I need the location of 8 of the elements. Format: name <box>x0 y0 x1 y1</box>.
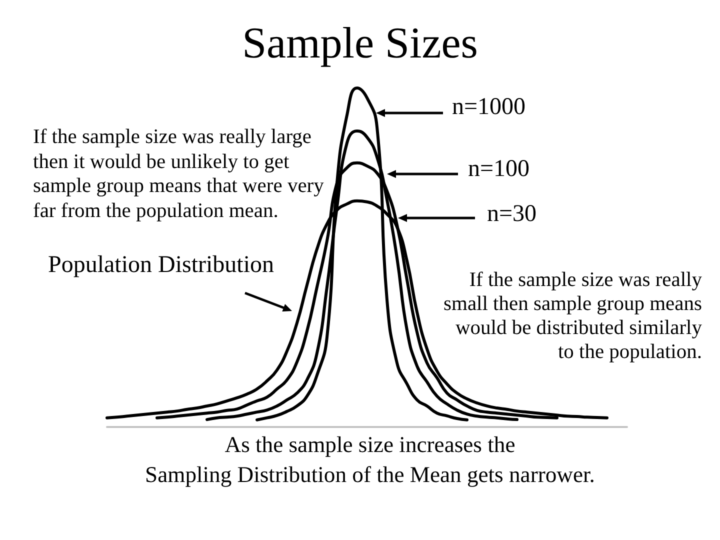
text: As the sample size increases the Sampling Distribution of the Mean gets narrower. <box>144 431 596 489</box>
legend-label: n=30 <box>487 200 537 229</box>
chart-title: Sample Sizes <box>242 18 478 68</box>
annotation: If the sample size was really small then sample group means would be distributed similarly to the population. <box>442 268 702 364</box>
legend-label: n=100 <box>468 155 530 184</box>
legend-label: n=1000 <box>452 93 526 122</box>
annotation: If the sample size was really large then it would be unlikely to get sample group means that were very far from the population mean. <box>33 125 325 223</box>
series-label: Population Distribution <box>48 251 274 280</box>
